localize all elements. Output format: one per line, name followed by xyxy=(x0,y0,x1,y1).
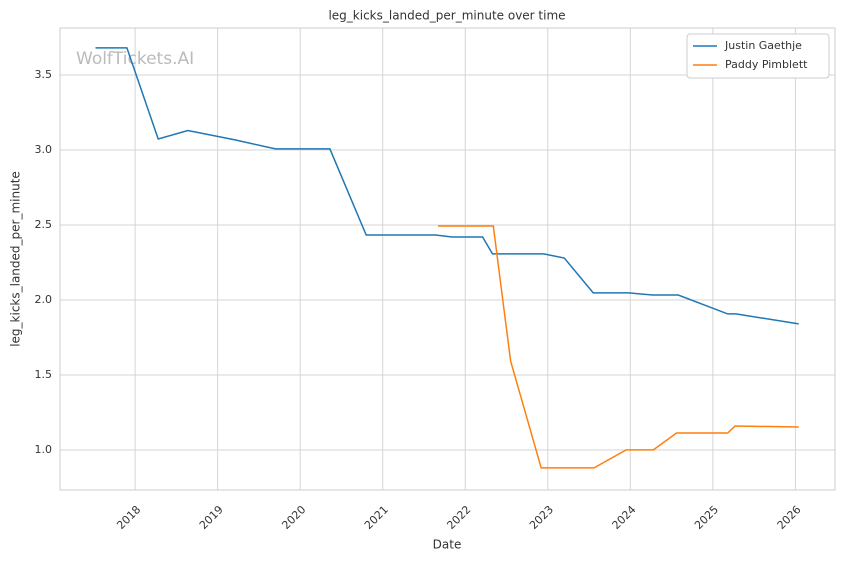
plot-frame xyxy=(59,27,836,491)
line-series xyxy=(438,225,799,469)
legend-label: Paddy Pimblett xyxy=(725,58,808,71)
legend-label: Justin Gaethje xyxy=(724,39,802,52)
y-tick-label: 2.0 xyxy=(35,293,53,306)
x-axis-label: Date xyxy=(433,538,462,552)
legend-box xyxy=(686,33,830,79)
y-axis-label: leg_kicks_landed_per_minute xyxy=(9,171,23,347)
y-tick-label: 3.5 xyxy=(35,68,53,81)
chart-title: leg_kicks_landed_per_minute over time xyxy=(328,9,565,23)
y-tick-label: 1.0 xyxy=(35,443,53,456)
y-tick-label: 3.0 xyxy=(35,143,53,156)
line-series xyxy=(95,47,799,325)
legend: Justin Gaethje Paddy Pimblett xyxy=(686,33,830,79)
y-tick-label: 1.5 xyxy=(35,368,53,381)
y-tick-label: 2.5 xyxy=(35,218,53,231)
watermark: WolfTickets.AI xyxy=(76,49,194,69)
